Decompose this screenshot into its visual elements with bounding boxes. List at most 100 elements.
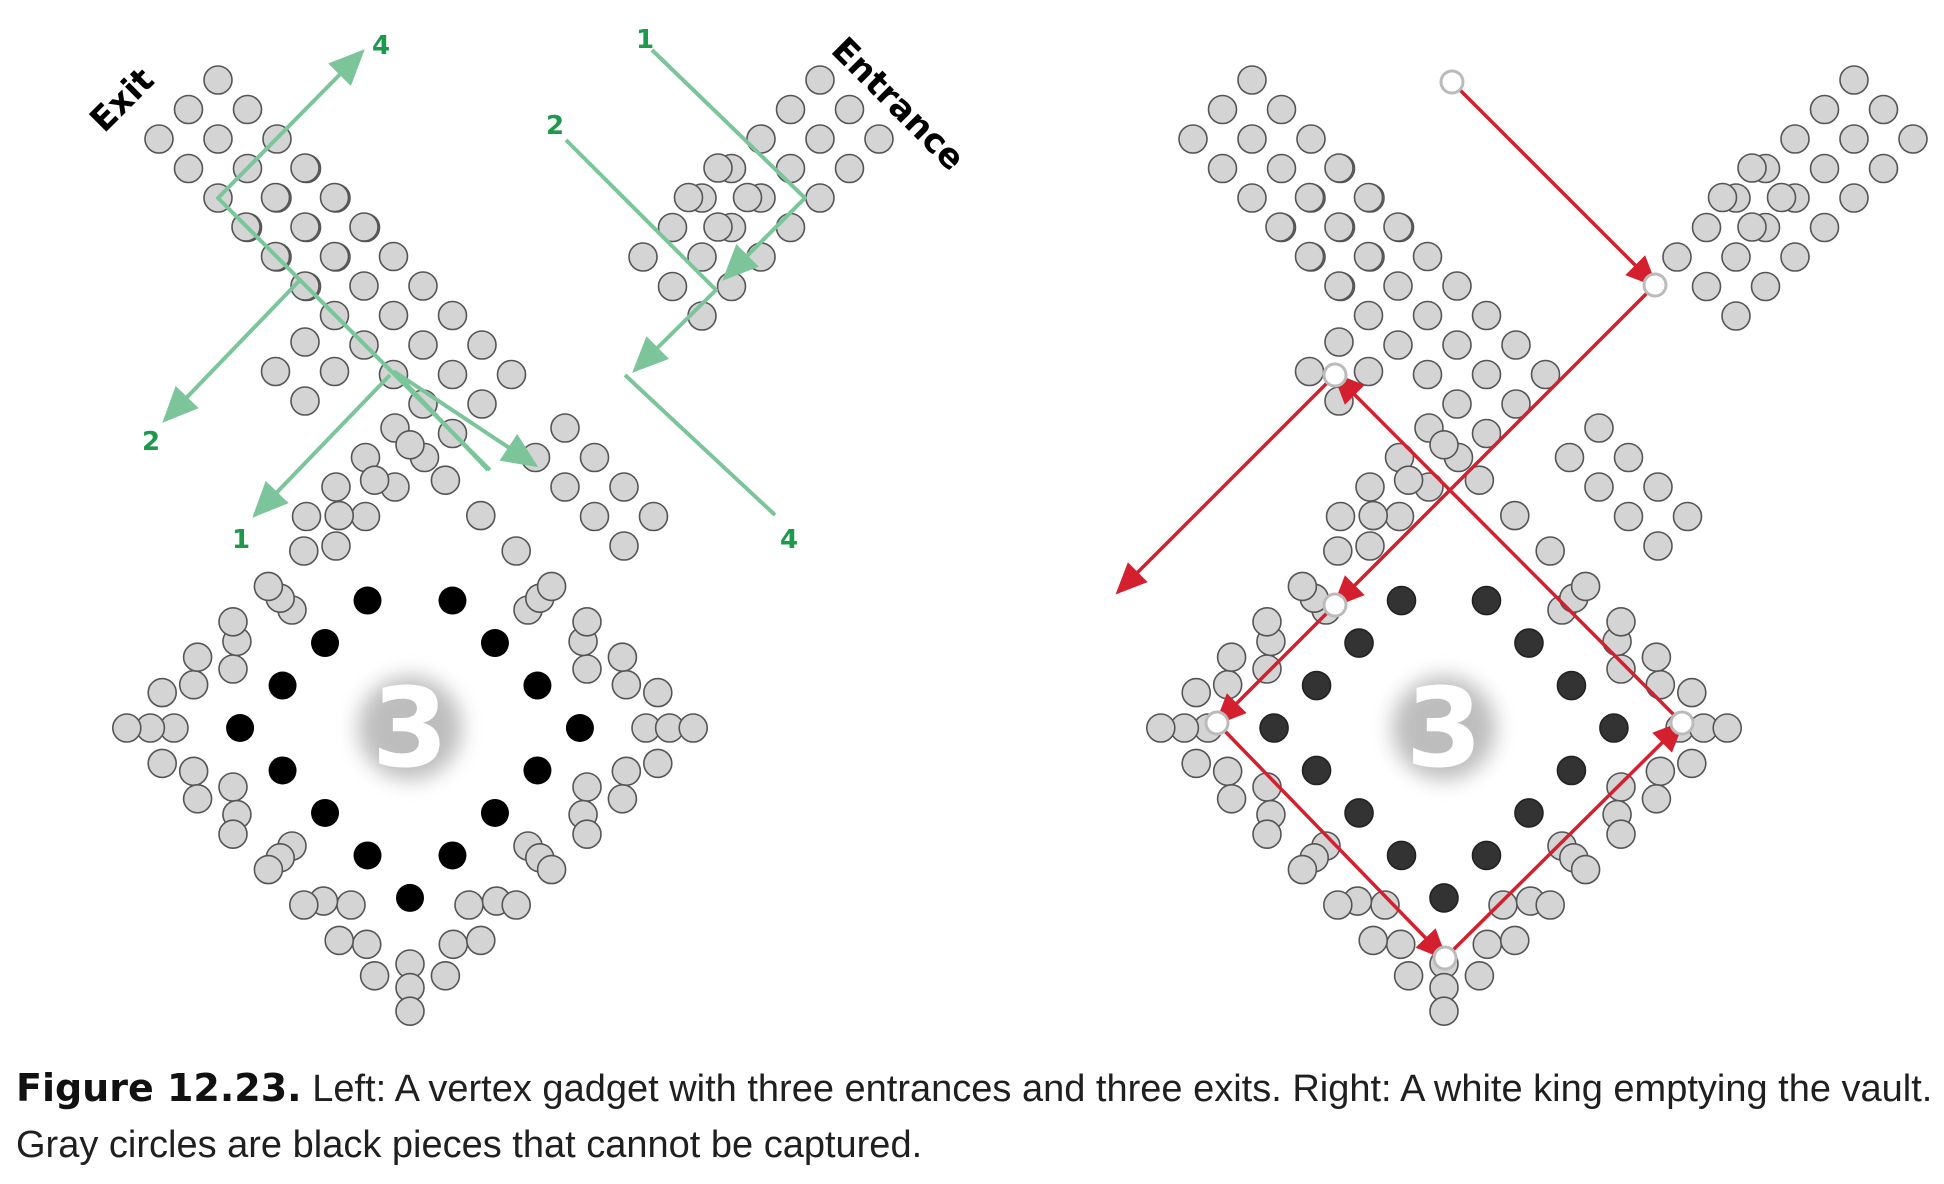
figure-caption: Figure 12.23. Left: A vertex gadget with… <box>16 1060 1936 1173</box>
gray-piece <box>1294 182 1325 213</box>
path-1-exit <box>252 373 392 518</box>
gray-piece <box>218 819 248 850</box>
gray-piece <box>1488 890 1518 920</box>
gray-piece <box>834 153 865 184</box>
gray-piece <box>834 94 865 125</box>
vault-piece <box>396 883 424 912</box>
path-2-exit <box>162 278 302 423</box>
king-stop-markers <box>1204 69 1695 971</box>
vault-piece <box>353 586 382 615</box>
gray-piece <box>290 327 320 357</box>
gray-piece <box>1645 756 1676 787</box>
gray-piece <box>1672 501 1703 532</box>
gray-piece <box>611 756 642 787</box>
gray-piece <box>232 94 263 125</box>
gray-piece <box>1383 330 1413 360</box>
gray-piece <box>1535 890 1565 920</box>
vault-piece <box>480 629 509 658</box>
gray-piece <box>1393 465 1424 496</box>
gray-piece <box>1252 606 1282 637</box>
right-gray-pieces <box>1146 65 1928 1027</box>
gray-piece <box>290 212 320 242</box>
gray-piece <box>550 413 580 443</box>
gray-piece <box>703 212 733 242</box>
gray-piece <box>1324 327 1354 357</box>
gray-piece <box>607 783 638 814</box>
gray-piece <box>1442 389 1472 419</box>
caption-label: Figure 12.23. <box>16 1066 302 1110</box>
gray-piece <box>1358 925 1388 956</box>
path-label-1-bottom: 1 <box>232 525 250 555</box>
right-king-panel: 3 <box>1115 65 1928 1027</box>
path-label-1-top: 1 <box>636 25 654 55</box>
vault-piece <box>1259 713 1289 743</box>
gray-piece <box>1216 783 1247 814</box>
vault-piece <box>1301 670 1332 701</box>
gray-piece <box>1353 300 1384 331</box>
gray-piece <box>1412 241 1443 272</box>
gray-piece <box>628 242 658 272</box>
caption-text: Left: A vertex gadget with three entranc… <box>16 1068 1933 1166</box>
gray-piece <box>1645 669 1676 700</box>
gray-piece <box>1721 242 1751 272</box>
king-move <box>1214 603 1337 726</box>
gray-piece <box>642 677 673 708</box>
gray-piece <box>572 819 602 850</box>
gray-piece <box>1868 94 1899 125</box>
gray-piece <box>1471 300 1502 331</box>
gray-piece <box>1393 960 1424 991</box>
gray-piece <box>1570 571 1601 602</box>
gray-piece <box>349 212 379 242</box>
gray-piece <box>1839 183 1869 213</box>
king-stop <box>1642 272 1668 298</box>
gray-piece <box>291 501 322 532</box>
path-label-4-bottom: 4 <box>780 525 798 555</box>
gray-piece <box>1809 212 1840 243</box>
gray-piece <box>579 442 610 473</box>
gray-piece <box>290 153 320 183</box>
king-stop <box>1669 710 1695 736</box>
gray-piece <box>1265 212 1295 242</box>
gray-piece <box>1584 413 1614 443</box>
gray-piece <box>1353 356 1384 387</box>
gray-piece <box>746 242 776 272</box>
gray-piece <box>1383 271 1413 301</box>
gray-piece <box>1429 429 1459 460</box>
gray-piece <box>805 124 835 154</box>
gray-piece <box>1584 472 1614 502</box>
gray-piece <box>454 890 484 920</box>
path-label-2-bottom: 2 <box>142 427 160 457</box>
gray-piece <box>178 669 209 700</box>
gray-piece <box>1324 153 1354 183</box>
vault-piece <box>438 586 467 615</box>
gray-piece <box>203 65 233 95</box>
gray-piece <box>678 713 709 743</box>
gray-piece <box>1266 153 1297 184</box>
gray-piece <box>359 960 390 991</box>
king-stop <box>1322 592 1348 618</box>
gray-piece <box>1737 212 1767 242</box>
gray-piece <box>1464 960 1495 991</box>
gray-piece <box>319 182 350 213</box>
gray-piece <box>1237 183 1267 213</box>
gray-piece <box>638 501 669 532</box>
gray-piece <box>218 654 248 684</box>
gray-piece <box>1252 654 1282 684</box>
vault-piece <box>1471 840 1502 871</box>
gray-piece <box>1721 301 1751 331</box>
gray-piece <box>260 356 291 387</box>
vault-piece <box>1344 628 1374 658</box>
vault-piece <box>1514 628 1544 658</box>
gray-piece <box>1471 359 1502 390</box>
gray-piece <box>1212 756 1243 787</box>
gray-piece <box>1641 642 1672 673</box>
gray-piece <box>260 182 291 213</box>
gray-piece <box>1500 500 1530 531</box>
path-label-4-top: 4 <box>372 31 390 61</box>
gray-piece <box>467 389 497 419</box>
gray-piece <box>687 242 717 272</box>
gray-piece <box>1324 271 1354 301</box>
gray-piece <box>1355 531 1385 561</box>
vault-piece <box>523 671 552 700</box>
gray-piece <box>572 772 602 802</box>
